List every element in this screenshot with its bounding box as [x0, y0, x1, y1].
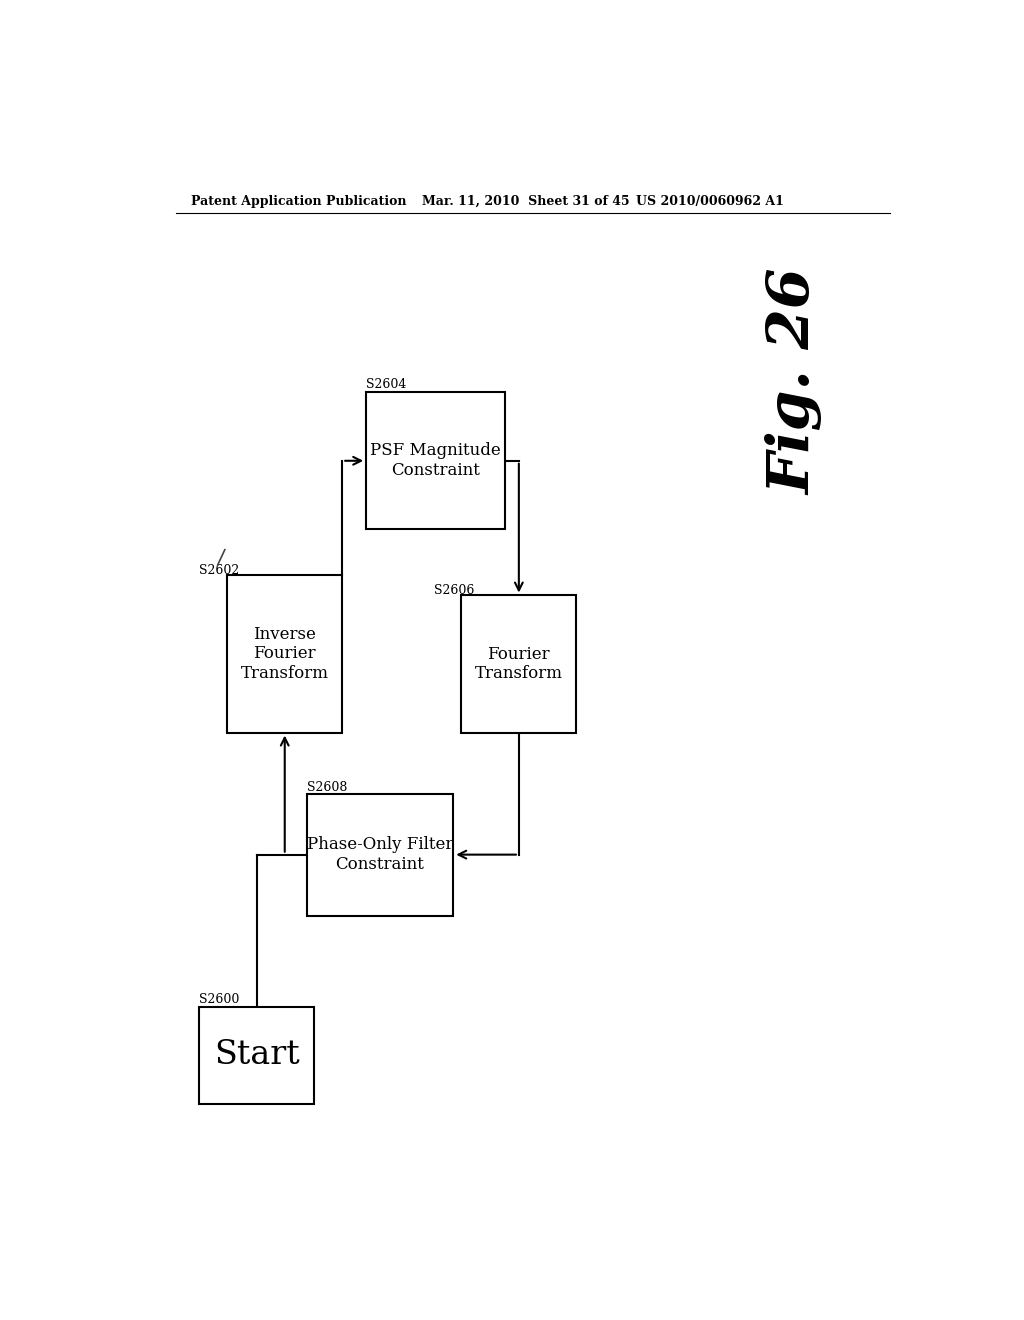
FancyBboxPatch shape: [367, 392, 505, 529]
Text: Start: Start: [214, 1039, 300, 1072]
FancyBboxPatch shape: [200, 1007, 314, 1104]
Text: S2604: S2604: [367, 378, 407, 391]
Text: Patent Application Publication: Patent Application Publication: [191, 194, 407, 207]
Text: S2600: S2600: [200, 993, 240, 1006]
FancyBboxPatch shape: [461, 595, 577, 733]
Text: Phase-Only Filter
Constraint: Phase-Only Filter Constraint: [307, 837, 454, 873]
Text: Mar. 11, 2010  Sheet 31 of 45: Mar. 11, 2010 Sheet 31 of 45: [422, 194, 630, 207]
Text: S2608: S2608: [306, 780, 347, 793]
Text: Fourier
Transform: Fourier Transform: [475, 645, 563, 682]
FancyBboxPatch shape: [306, 793, 454, 916]
Text: US 2010/0060962 A1: US 2010/0060962 A1: [636, 194, 783, 207]
Text: Inverse
Fourier
Transform: Inverse Fourier Transform: [241, 626, 329, 682]
Text: S2602: S2602: [200, 564, 240, 577]
Text: PSF Magnitude
Constraint: PSF Magnitude Constraint: [370, 442, 501, 479]
FancyBboxPatch shape: [227, 576, 342, 733]
Text: Fig. 26: Fig. 26: [766, 269, 823, 495]
Text: S2606: S2606: [433, 585, 474, 598]
